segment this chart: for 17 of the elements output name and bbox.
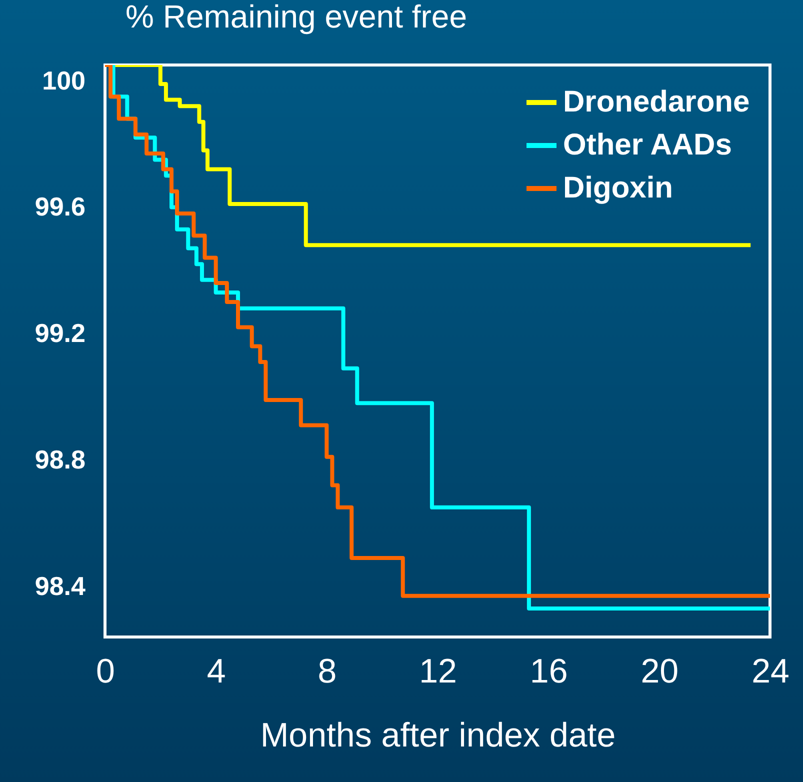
x-tick-label: 24 — [752, 652, 790, 690]
y-tick-label: 100 — [42, 65, 86, 96]
x-tick-label: 16 — [530, 652, 568, 690]
y-tick-label: 99.6 — [34, 192, 86, 222]
y-tick-label: 98.4 — [34, 570, 86, 601]
y-axis-title: % Remaining event free — [126, 0, 468, 34]
legend-label: Other AADs — [563, 128, 732, 162]
x-tick-label: 4 — [206, 652, 226, 690]
y-tick-label: 98.8 — [34, 444, 86, 475]
x-tick-label: 20 — [640, 652, 679, 690]
x-tick-label: 12 — [419, 652, 457, 690]
x-tick-label: 0 — [96, 652, 115, 690]
y-tick-label: 99.2 — [34, 318, 86, 348]
legend-label: Dronedarone — [563, 86, 750, 118]
x-axis-title: Months after index date — [260, 716, 616, 754]
x-tick-label: 8 — [318, 652, 337, 690]
legend-label: Digoxin — [563, 172, 673, 204]
